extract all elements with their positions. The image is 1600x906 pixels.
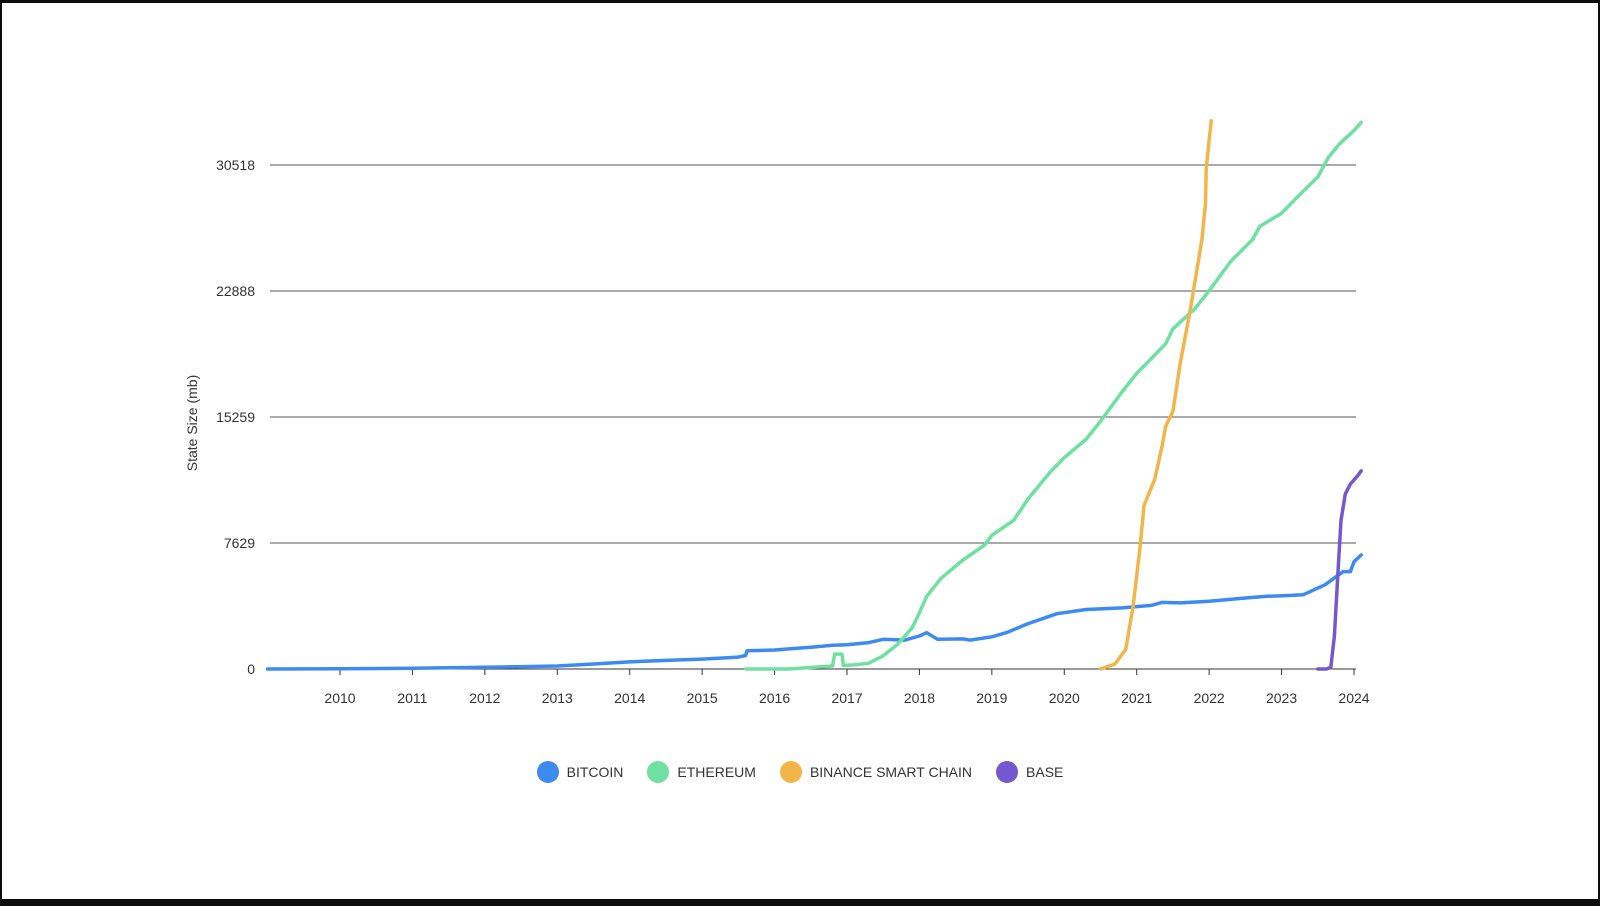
x-tick-label: 2022 [1194, 690, 1225, 706]
series-line-bitcoin [265, 553, 1363, 671]
legend-label-bitcoin: BITCOIN [566, 764, 624, 780]
legend-swatch-ethereum [647, 761, 670, 783]
legend-label-binance-smart-chain: BINANCE SMART CHAIN [809, 764, 973, 780]
legend-item-ethereum[interactable]: ETHEREUM [647, 761, 756, 783]
series-line-ethereum [743, 120, 1363, 671]
series-line-base [1316, 469, 1363, 671]
x-tick-label: 2011 [397, 690, 427, 706]
y-tick-label: 30518 [216, 157, 255, 173]
x-tick-label: 2014 [614, 690, 645, 706]
legend-swatch-bitcoin [536, 761, 559, 783]
grid-lines: 0 7629 15259 22888 30518 [216, 157, 1356, 677]
legend-item-binance-smart-chain[interactable]: BINANCE SMART CHAIN [779, 761, 973, 783]
y-tick-label: 0 [247, 661, 255, 677]
legend-swatch-base [996, 761, 1019, 783]
legend-item-base[interactable]: BASE [996, 761, 1063, 783]
x-tick-label: 2023 [1266, 690, 1297, 706]
y-axis-label: State Size (mb) [184, 374, 200, 472]
legend-label-ethereum: ETHEREUM [677, 764, 756, 780]
legend-swatch-binance-smart-chain [779, 761, 802, 783]
x-tick-label: 2020 [1049, 690, 1080, 706]
x-tick-label: 2024 [1338, 690, 1369, 706]
y-tick-label: 22888 [216, 283, 255, 299]
legend: BITCOIN ETHEREUM BINANCE SMART CHAIN BAS… [2, 761, 1598, 783]
x-tick-label: 2017 [831, 690, 862, 706]
x-tick-label: 2016 [759, 690, 790, 706]
y-tick-label: 7629 [224, 535, 255, 551]
series-line-binance-smart-chain [1098, 118, 1214, 671]
y-tick-label: 15259 [216, 409, 255, 425]
x-tick-label: 2010 [324, 690, 355, 706]
x-tick-label: 2015 [687, 690, 718, 706]
legend-item-bitcoin[interactable]: BITCOIN [536, 761, 624, 783]
series-lines [265, 118, 1363, 671]
x-tick-label: 2021 [1121, 690, 1152, 706]
x-axis: 2010 2011 2012 2013 2014 2015 2016 2017 2018 2019… [270, 668, 1370, 706]
x-tick-label: 2019 [976, 690, 1007, 706]
x-tick-label: 2012 [469, 690, 500, 706]
x-tick-label: 2013 [542, 690, 573, 706]
legend-label-base: BASE [1026, 764, 1064, 780]
chart-frame: 0 7629 15259 22888 30518 2010 2011 2012 2013 201… [2, 3, 1598, 899]
x-tick-label: 2018 [904, 690, 935, 706]
